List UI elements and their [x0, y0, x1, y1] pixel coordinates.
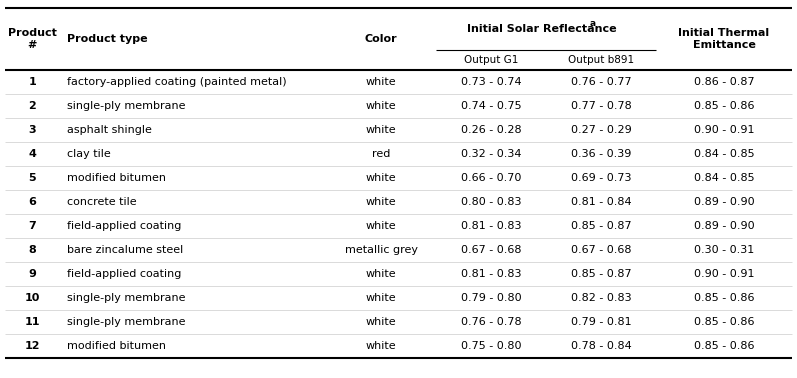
Text: clay tile: clay tile	[68, 149, 111, 159]
Text: 0.81 - 0.84: 0.81 - 0.84	[571, 197, 631, 207]
Text: factory-applied coating (painted metal): factory-applied coating (painted metal)	[68, 77, 287, 87]
Text: 0.85 - 0.87: 0.85 - 0.87	[571, 221, 631, 231]
Text: field-applied coating: field-applied coating	[68, 269, 182, 279]
Text: white: white	[366, 341, 397, 351]
Text: 0.89 - 0.90: 0.89 - 0.90	[693, 221, 754, 231]
Text: modified bitumen: modified bitumen	[68, 341, 167, 351]
Text: white: white	[366, 221, 397, 231]
Text: 0.79 - 0.80: 0.79 - 0.80	[461, 293, 521, 303]
Text: 10: 10	[25, 293, 40, 303]
Text: 2: 2	[29, 101, 36, 111]
Text: 0.90 - 0.91: 0.90 - 0.91	[693, 269, 754, 279]
Text: 0.32 - 0.34: 0.32 - 0.34	[461, 149, 521, 159]
Text: 12: 12	[25, 341, 40, 351]
Text: Product type: Product type	[68, 34, 148, 44]
Text: 0.74 - 0.75: 0.74 - 0.75	[461, 101, 521, 111]
Text: 8: 8	[29, 245, 36, 255]
Text: concrete tile: concrete tile	[68, 197, 137, 207]
Text: 0.26 - 0.28: 0.26 - 0.28	[461, 125, 521, 135]
Text: 0.89 - 0.90: 0.89 - 0.90	[693, 197, 754, 207]
Text: asphalt shingle: asphalt shingle	[68, 125, 152, 135]
Text: 0.82 - 0.83: 0.82 - 0.83	[571, 293, 631, 303]
Text: 0.76 - 0.78: 0.76 - 0.78	[461, 317, 521, 327]
Text: 5: 5	[29, 173, 36, 183]
Text: 0.67 - 0.68: 0.67 - 0.68	[571, 245, 631, 255]
Text: 0.85 - 0.86: 0.85 - 0.86	[693, 341, 754, 351]
Text: 0.30 - 0.31: 0.30 - 0.31	[694, 245, 754, 255]
Text: 3: 3	[29, 125, 36, 135]
Text: 0.66 - 0.70: 0.66 - 0.70	[461, 173, 521, 183]
Text: 0.80 - 0.83: 0.80 - 0.83	[461, 197, 521, 207]
Text: Color: Color	[365, 34, 398, 44]
Text: 11: 11	[25, 317, 40, 327]
Text: 0.85 - 0.86: 0.85 - 0.86	[693, 101, 754, 111]
Text: a: a	[589, 20, 595, 28]
Text: white: white	[366, 269, 397, 279]
Text: 0.85 - 0.87: 0.85 - 0.87	[571, 269, 631, 279]
Text: bare zincalume steel: bare zincalume steel	[68, 245, 183, 255]
Text: 0.27 - 0.29: 0.27 - 0.29	[571, 125, 631, 135]
Text: 0.85 - 0.86: 0.85 - 0.86	[693, 293, 754, 303]
Text: white: white	[366, 77, 397, 87]
Text: 0.36 - 0.39: 0.36 - 0.39	[571, 149, 631, 159]
Text: 0.84 - 0.85: 0.84 - 0.85	[693, 149, 754, 159]
Text: 0.77 - 0.78: 0.77 - 0.78	[571, 101, 631, 111]
Text: 0.81 - 0.83: 0.81 - 0.83	[461, 269, 521, 279]
Text: 6: 6	[28, 197, 36, 207]
Text: modified bitumen: modified bitumen	[68, 173, 167, 183]
Text: 9: 9	[28, 269, 36, 279]
Text: 0.76 - 0.77: 0.76 - 0.77	[571, 77, 631, 87]
Text: single-ply membrane: single-ply membrane	[68, 293, 186, 303]
Text: 1: 1	[29, 77, 36, 87]
Text: 0.84 - 0.85: 0.84 - 0.85	[693, 173, 754, 183]
Text: 0.69 - 0.73: 0.69 - 0.73	[571, 173, 631, 183]
Text: 0.90 - 0.91: 0.90 - 0.91	[693, 125, 754, 135]
Text: Initial Solar Reflectance: Initial Solar Reflectance	[467, 24, 617, 34]
Text: Output b891: Output b891	[568, 55, 634, 65]
Text: 0.81 - 0.83: 0.81 - 0.83	[461, 221, 521, 231]
Text: 0.78 - 0.84: 0.78 - 0.84	[571, 341, 631, 351]
Text: white: white	[366, 173, 397, 183]
Text: 0.67 - 0.68: 0.67 - 0.68	[461, 245, 521, 255]
Text: metallic grey: metallic grey	[345, 245, 418, 255]
Text: 0.79 - 0.81: 0.79 - 0.81	[571, 317, 631, 327]
Text: Product
#: Product #	[8, 28, 57, 50]
Text: Initial Thermal
Emittance: Initial Thermal Emittance	[678, 28, 770, 50]
Text: 0.75 - 0.80: 0.75 - 0.80	[461, 341, 521, 351]
Text: white: white	[366, 197, 397, 207]
Text: white: white	[366, 125, 397, 135]
Text: 4: 4	[28, 149, 36, 159]
Text: 0.73 - 0.74: 0.73 - 0.74	[461, 77, 521, 87]
Text: single-ply membrane: single-ply membrane	[68, 317, 186, 327]
Text: 0.85 - 0.86: 0.85 - 0.86	[693, 317, 754, 327]
Text: white: white	[366, 293, 397, 303]
Text: 0.86 - 0.87: 0.86 - 0.87	[693, 77, 754, 87]
Text: Output G1: Output G1	[464, 55, 518, 65]
Text: red: red	[372, 149, 391, 159]
Text: white: white	[366, 101, 397, 111]
Text: white: white	[366, 317, 397, 327]
Text: 7: 7	[29, 221, 36, 231]
Text: field-applied coating: field-applied coating	[68, 221, 182, 231]
Text: single-ply membrane: single-ply membrane	[68, 101, 186, 111]
